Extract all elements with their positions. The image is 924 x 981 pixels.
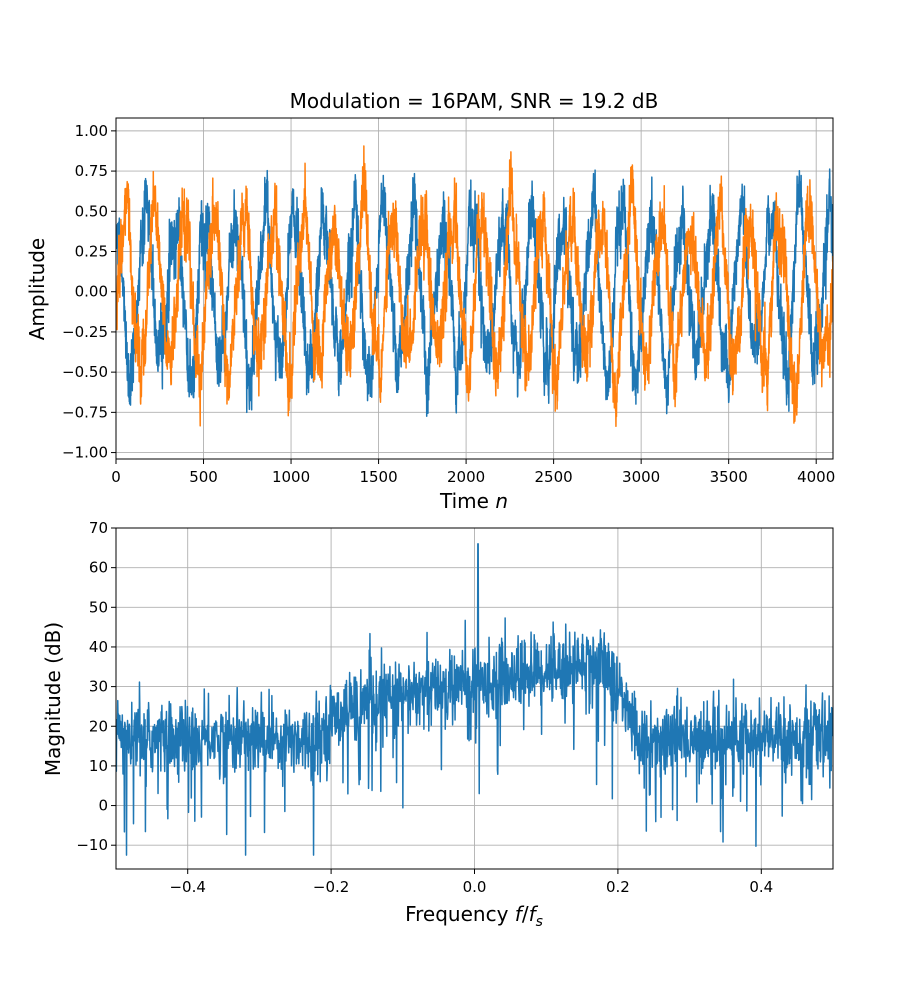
- y-tick-label: 20: [89, 717, 108, 735]
- y-tick-label: 0.50: [75, 202, 108, 220]
- y-axis-ticks: −10 0 10 20 30 40 50 60 70: [76, 519, 116, 854]
- chart-title: Modulation = 16PAM, SNR = 19.2 dB: [290, 89, 659, 113]
- x-axis-label-subscript: s: [536, 914, 543, 930]
- y-tick-label: 50: [89, 598, 108, 616]
- x-axis-label: Frequency f/fs: [405, 902, 543, 930]
- x-tick-label: 3500: [710, 468, 748, 486]
- series-line-blue: [116, 168, 833, 417]
- frequency-domain-chart: −0.4 −0.2 0.0 0.2 0.4 −10 0 10 20 30 40 50 60 70 Fre…: [41, 519, 834, 930]
- spectrum-line: [116, 543, 833, 856]
- x-tick-label: 1500: [359, 468, 397, 486]
- y-tick-label: −0.50: [62, 363, 108, 381]
- axes-frame: [115, 117, 834, 460]
- y-tick-label: 1.00: [75, 122, 108, 140]
- x-tick-label: 3000: [622, 468, 660, 486]
- plot-area: [116, 543, 833, 856]
- x-axis-ticks: 0 500 1000 1500 2000 2500 3000 3500 4000: [111, 459, 835, 486]
- x-axis-label-variable: f: [515, 902, 525, 926]
- y-tick-label: 40: [89, 638, 108, 656]
- x-axis-label-variable: n: [495, 489, 508, 513]
- series-line-orange: [116, 145, 833, 428]
- y-axis-ticks: −1.00 −0.75 −0.50 −0.25 0.00 0.25 0.50 0.75 1.00: [62, 122, 116, 462]
- x-tick-label: −0.4: [169, 878, 205, 896]
- y-tick-label: 0: [98, 797, 108, 815]
- y-tick-label: −1.00: [62, 444, 108, 462]
- x-tick-label: 1000: [272, 468, 310, 486]
- x-tick-label: −0.2: [313, 878, 349, 896]
- x-tick-label: 0.2: [606, 878, 630, 896]
- y-tick-label: 10: [89, 757, 108, 775]
- plot-area: [116, 145, 833, 428]
- y-tick-label: 30: [89, 678, 108, 696]
- y-axis-label: Magnitude (dB): [41, 622, 65, 776]
- x-tick-label: 2000: [447, 468, 485, 486]
- x-tick-label: 0.4: [749, 878, 773, 896]
- y-axis-label: Amplitude: [25, 238, 49, 341]
- x-axis-ticks: −0.4 −0.2 0.0 0.2 0.4: [169, 869, 773, 896]
- y-tick-label: 0.00: [75, 283, 108, 301]
- x-tick-label: 0.0: [463, 878, 487, 896]
- y-tick-label: −0.75: [62, 403, 108, 421]
- y-tick-label: 0.75: [75, 162, 108, 180]
- x-axis-label: Time n: [439, 489, 508, 513]
- x-tick-label: 0: [111, 468, 121, 486]
- y-tick-label: 60: [89, 559, 108, 577]
- y-tick-label: 70: [89, 519, 108, 537]
- y-tick-label: −0.25: [62, 323, 108, 341]
- x-tick-label: 2500: [535, 468, 573, 486]
- time-domain-chart: Modulation = 16PAM, SNR = 19.2 dB 0 500 10…: [25, 89, 835, 513]
- x-tick-label: 4000: [797, 468, 835, 486]
- y-tick-label: −10: [76, 836, 108, 854]
- x-tick-label: 500: [189, 468, 218, 486]
- y-tick-label: 0.25: [75, 243, 108, 261]
- x-axis-label-denominator: f: [529, 902, 539, 926]
